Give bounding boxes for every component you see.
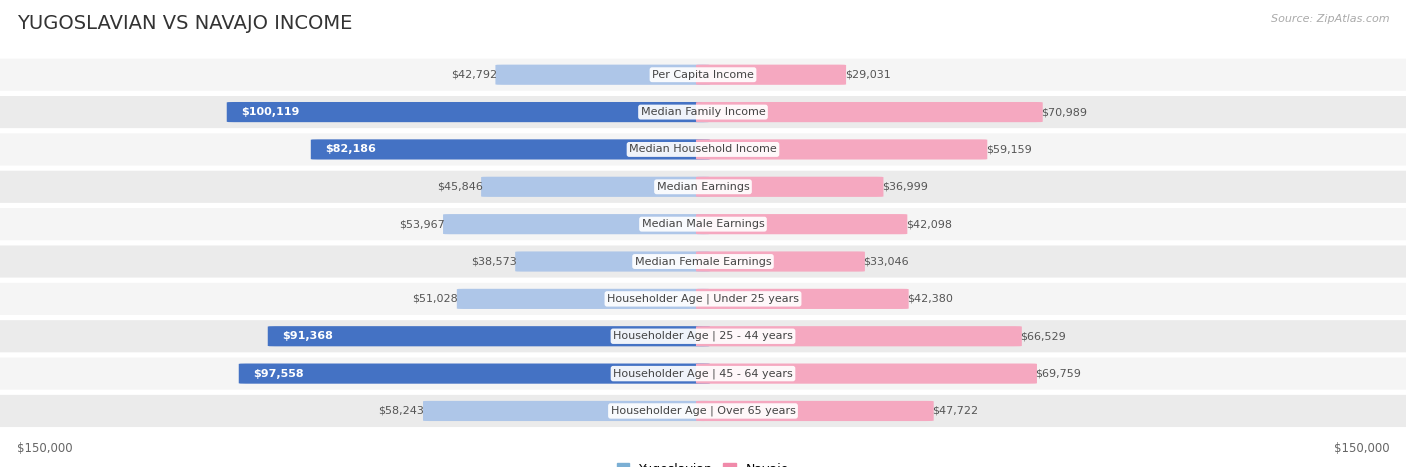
Text: Median Female Earnings: Median Female Earnings — [634, 256, 772, 267]
Text: $53,967: $53,967 — [399, 219, 444, 229]
Text: $38,573: $38,573 — [471, 256, 516, 267]
Text: $42,380: $42,380 — [907, 294, 953, 304]
Text: Median Household Income: Median Household Income — [628, 144, 778, 155]
Text: $150,000: $150,000 — [17, 442, 73, 455]
FancyBboxPatch shape — [443, 214, 710, 234]
Text: $97,558: $97,558 — [253, 368, 304, 379]
FancyBboxPatch shape — [481, 177, 710, 197]
Text: $150,000: $150,000 — [1333, 442, 1389, 455]
FancyBboxPatch shape — [0, 171, 1406, 203]
FancyBboxPatch shape — [0, 96, 1406, 128]
FancyBboxPatch shape — [0, 320, 1406, 352]
Text: $70,989: $70,989 — [1042, 107, 1087, 117]
Text: $42,792: $42,792 — [451, 70, 496, 80]
FancyBboxPatch shape — [311, 139, 710, 160]
Text: Per Capita Income: Per Capita Income — [652, 70, 754, 80]
Text: $82,186: $82,186 — [325, 144, 375, 155]
Text: $33,046: $33,046 — [863, 256, 910, 267]
FancyBboxPatch shape — [696, 401, 934, 421]
Text: Source: ZipAtlas.com: Source: ZipAtlas.com — [1271, 14, 1389, 24]
FancyBboxPatch shape — [0, 59, 1406, 91]
FancyBboxPatch shape — [515, 251, 710, 272]
FancyBboxPatch shape — [696, 139, 987, 160]
Text: $36,999: $36,999 — [882, 182, 928, 192]
FancyBboxPatch shape — [226, 102, 710, 122]
FancyBboxPatch shape — [696, 177, 883, 197]
FancyBboxPatch shape — [0, 358, 1406, 389]
FancyBboxPatch shape — [696, 289, 908, 309]
Text: Householder Age | Under 25 years: Householder Age | Under 25 years — [607, 294, 799, 304]
Text: Median Male Earnings: Median Male Earnings — [641, 219, 765, 229]
Text: $69,759: $69,759 — [1036, 368, 1081, 379]
Text: Median Earnings: Median Earnings — [657, 182, 749, 192]
Text: $42,098: $42,098 — [905, 219, 952, 229]
Legend: Yugoslavian, Navajo: Yugoslavian, Navajo — [617, 463, 789, 467]
FancyBboxPatch shape — [495, 64, 710, 85]
FancyBboxPatch shape — [267, 326, 710, 347]
Text: YUGOSLAVIAN VS NAVAJO INCOME: YUGOSLAVIAN VS NAVAJO INCOME — [17, 14, 353, 33]
FancyBboxPatch shape — [239, 363, 710, 384]
FancyBboxPatch shape — [0, 283, 1406, 315]
Text: $59,159: $59,159 — [986, 144, 1032, 155]
Text: $58,243: $58,243 — [378, 406, 425, 416]
FancyBboxPatch shape — [457, 289, 710, 309]
FancyBboxPatch shape — [0, 246, 1406, 277]
Text: $51,028: $51,028 — [412, 294, 458, 304]
Text: Householder Age | 45 - 64 years: Householder Age | 45 - 64 years — [613, 368, 793, 379]
FancyBboxPatch shape — [0, 208, 1406, 240]
Text: Householder Age | Over 65 years: Householder Age | Over 65 years — [610, 406, 796, 416]
FancyBboxPatch shape — [696, 251, 865, 272]
Text: Median Family Income: Median Family Income — [641, 107, 765, 117]
FancyBboxPatch shape — [696, 102, 1043, 122]
Text: $66,529: $66,529 — [1021, 331, 1066, 341]
FancyBboxPatch shape — [0, 134, 1406, 165]
Text: $91,368: $91,368 — [281, 331, 333, 341]
Text: $29,031: $29,031 — [845, 70, 890, 80]
FancyBboxPatch shape — [696, 214, 907, 234]
Text: $47,722: $47,722 — [932, 406, 979, 416]
Text: $100,119: $100,119 — [240, 107, 299, 117]
FancyBboxPatch shape — [423, 401, 710, 421]
FancyBboxPatch shape — [696, 326, 1022, 347]
FancyBboxPatch shape — [696, 64, 846, 85]
Text: $45,846: $45,846 — [437, 182, 482, 192]
FancyBboxPatch shape — [0, 395, 1406, 427]
FancyBboxPatch shape — [696, 363, 1038, 384]
Text: Householder Age | 25 - 44 years: Householder Age | 25 - 44 years — [613, 331, 793, 341]
